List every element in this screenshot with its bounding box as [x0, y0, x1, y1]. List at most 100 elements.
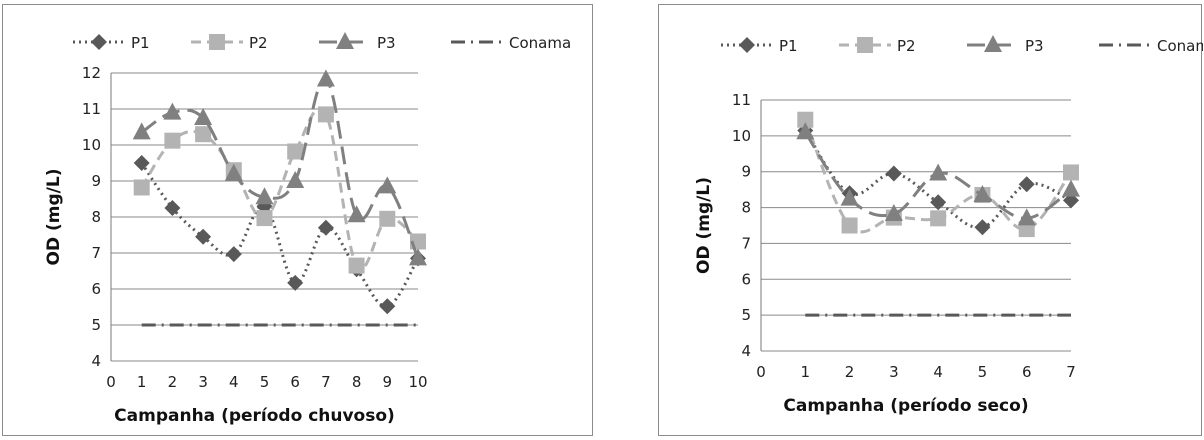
data-point-p3	[409, 248, 427, 266]
y-tick-label: 7	[91, 244, 101, 262]
x-tick-label: 7	[1066, 363, 1076, 381]
legend-marker-p2	[209, 34, 225, 50]
data-point-p3	[316, 69, 335, 87]
x-tick-label: 3	[889, 363, 899, 381]
x-axis-title: Campanha (período chuvoso)	[114, 406, 395, 426]
y-tick-label: 10	[732, 127, 751, 145]
data-point-p3	[163, 102, 182, 120]
data-point-p3	[1062, 179, 1080, 197]
x-tick-label: 1	[801, 363, 811, 381]
data-point-p2	[1063, 164, 1079, 181]
y-tick-label: 5	[91, 316, 101, 334]
y-tick-label: 7	[741, 234, 751, 252]
x-tick-label: 3	[198, 373, 208, 391]
data-point-p3	[224, 163, 243, 181]
x-tick-label: 5	[978, 363, 988, 381]
data-point-p2	[841, 217, 858, 234]
y-tick-label: 6	[741, 270, 751, 288]
data-point-p3	[1017, 208, 1036, 226]
legend-label-p1: P1	[131, 34, 150, 52]
chart-panel-chuvoso: 4 5 6 7 8 9 10 11 12 0 1 2 3 4 5 6 7 8 9 10 Campanha (períod…	[2, 4, 593, 436]
legend-marker-p3	[336, 32, 354, 49]
data-point-p2	[133, 179, 150, 196]
data-point-p2	[164, 132, 181, 149]
legend-label-p1: P1	[779, 37, 798, 55]
data-point-p3	[255, 187, 274, 205]
y-tick-label: 9	[741, 163, 751, 181]
data-point-p2	[195, 126, 212, 143]
y-tick-label: 5	[741, 306, 751, 324]
y-axis-title: OD (mg/L)	[694, 177, 714, 274]
y-tick-label: 6	[91, 280, 101, 298]
legend-label-p3: P3	[1025, 37, 1044, 55]
data-point-p1	[287, 274, 304, 291]
data-point-p3	[286, 171, 305, 188]
data-point-p2	[348, 257, 365, 274]
legend-label-p3: P3	[377, 34, 396, 52]
legend-label-conama: Conama	[509, 34, 571, 52]
x-tick-label: 8	[352, 373, 362, 391]
series-line-p3	[140, 77, 420, 259]
x-tick-label: 5	[260, 373, 270, 391]
legend-marker-p1	[739, 37, 755, 53]
data-point-p1	[974, 219, 991, 236]
y-tick-label: 9	[91, 172, 101, 190]
data-point-p1	[379, 298, 396, 315]
y-axis-title: OD (mg/L)	[44, 169, 64, 266]
data-point-p2	[379, 210, 396, 227]
y-tick-label: 4	[91, 352, 101, 370]
data-point-p3	[929, 163, 948, 181]
y-tick-label: 4	[741, 342, 751, 360]
y-tick-label: 8	[741, 199, 751, 217]
y-tick-label: 11	[82, 100, 101, 118]
data-point-p1	[195, 228, 212, 245]
data-point-p1	[1018, 176, 1035, 193]
chart-panel-seco: 4 5 6 7 8 9 10 11 0 1 2 3 4 5 6 7 Campanha (período seco…	[658, 4, 1203, 436]
data-point-p1	[930, 194, 947, 211]
x-tick-label: 2	[168, 373, 178, 391]
x-tick-label: 9	[383, 373, 393, 391]
data-point-p1	[225, 246, 242, 263]
y-tick-label: 10	[82, 136, 101, 154]
legend-marker-p2	[857, 37, 873, 53]
data-point-p2	[287, 143, 304, 160]
y-tick-label: 8	[91, 208, 101, 226]
x-tick-label: 0	[106, 373, 116, 391]
legend-marker-p1	[91, 34, 107, 50]
data-point-p3	[840, 188, 859, 206]
data-point-p2	[256, 210, 273, 227]
series-line-p1	[140, 162, 420, 308]
x-tick-label: 7	[321, 373, 331, 391]
x-tick-label: 6	[290, 373, 300, 391]
data-point-p3	[347, 205, 366, 223]
legend-label-p2: P2	[249, 34, 268, 52]
legend-label-conama: Conama	[1157, 37, 1203, 55]
data-point-p1	[317, 219, 334, 236]
data-point-p3	[884, 204, 903, 222]
data-point-p3	[796, 122, 815, 140]
data-point-p2	[930, 210, 947, 227]
x-tick-label: 4	[229, 373, 239, 391]
x-tick-label: 10	[408, 373, 427, 391]
data-point-p3	[378, 176, 397, 194]
legend-label-p2: P2	[897, 37, 916, 55]
y-tick-label: 11	[732, 91, 751, 109]
y-tick-label: 12	[82, 64, 101, 82]
data-point-p3	[973, 185, 992, 203]
data-point-p3	[194, 108, 213, 125]
x-tick-label: 6	[1022, 363, 1032, 381]
series-line-p2	[140, 107, 420, 271]
x-tick-label: 2	[845, 363, 855, 381]
chart-seco: 4 5 6 7 8 9 10 11 0 1 2 3 4 5 6 7 Campanha (período seco…	[694, 35, 1203, 416]
x-tick-label: 1	[137, 373, 147, 391]
data-point-p2	[797, 111, 814, 128]
data-point-p1	[133, 155, 150, 171]
legend-marker-p3	[984, 35, 1002, 52]
data-point-p1	[885, 165, 902, 182]
data-point-p3	[132, 122, 151, 140]
data-point-p1	[164, 200, 181, 216]
x-tick-label: 4	[933, 363, 943, 381]
data-point-p2	[317, 106, 334, 123]
x-tick-label: 0	[756, 363, 766, 381]
